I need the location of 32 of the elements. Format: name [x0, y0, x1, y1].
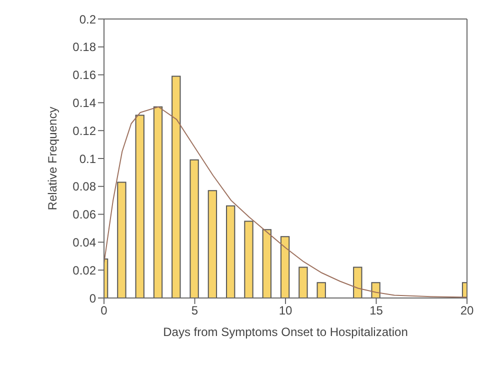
y-tick-label: 0.16 — [72, 68, 96, 82]
x-tick-label: 5 — [191, 304, 198, 318]
y-tick-label: 0.06 — [72, 208, 96, 222]
y-tick-label: 0.04 — [72, 235, 96, 250]
bar — [280, 236, 290, 298]
bar — [172, 76, 181, 298]
y-axis-title: Relative Frequency — [45, 106, 60, 210]
y-tick-label: 0.14 — [72, 96, 96, 110]
bar — [208, 190, 218, 298]
y-tick-label: 0.2 — [79, 12, 96, 26]
x-tick-label: 20 — [460, 304, 474, 318]
x-tick-label: 0 — [100, 304, 108, 318]
y-tick-label: 0 — [89, 291, 96, 306]
bar — [262, 229, 272, 298]
y-tick-label: 0.1 — [79, 152, 96, 166]
y-tick-label: 0.12 — [72, 124, 96, 138]
bar — [117, 182, 126, 298]
x-tick-label: 15 — [370, 304, 384, 318]
bar — [316, 282, 326, 298]
x-axis-title: Days from Symptoms Onset to Hospitalization — [163, 325, 408, 339]
y-tick-label: 0.08 — [72, 180, 96, 194]
y-tick-label: 0.18 — [72, 40, 96, 54]
y-tick-label: 0.02 — [72, 263, 96, 278]
bar — [135, 114, 144, 298]
bar — [353, 266, 362, 298]
bar — [244, 220, 254, 298]
bar — [226, 205, 236, 298]
bar — [153, 106, 163, 298]
bar — [298, 266, 308, 298]
bar — [190, 159, 199, 298]
bar — [371, 282, 380, 298]
x-tick-label: 10 — [278, 304, 292, 318]
